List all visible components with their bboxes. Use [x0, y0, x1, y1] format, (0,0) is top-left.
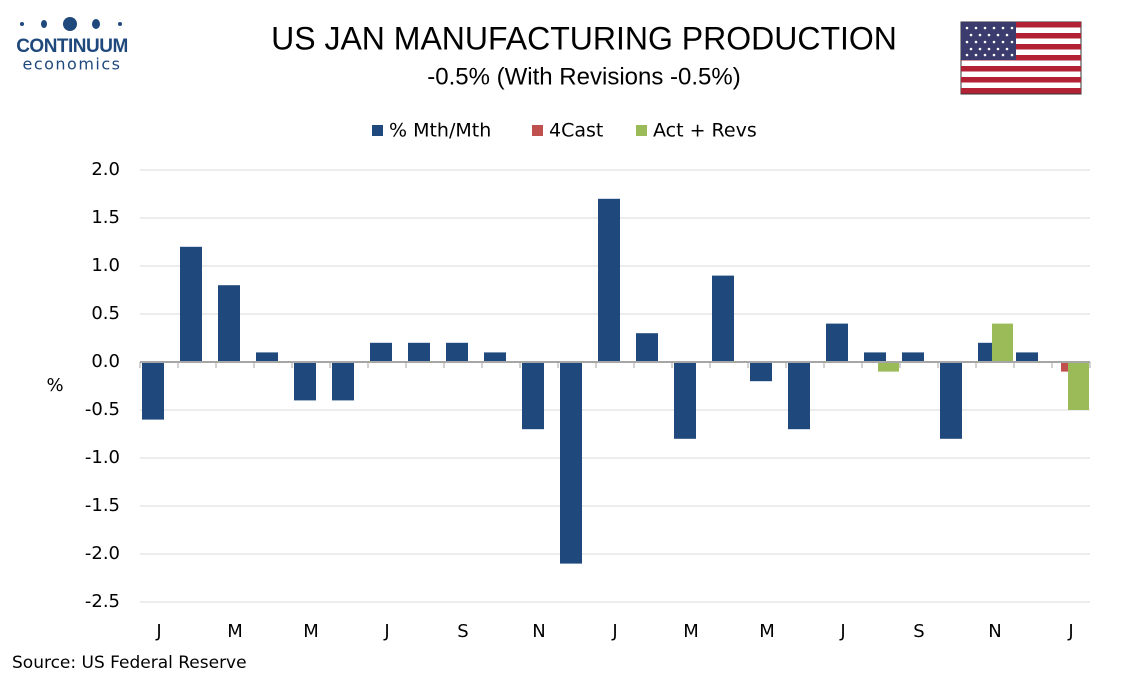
x-tick-label: J	[839, 621, 845, 642]
bar	[788, 362, 810, 430]
x-tick-label: S	[457, 621, 468, 642]
legend-label: Act + Revs	[653, 120, 757, 142]
y-tick-label: 0.5	[91, 303, 120, 324]
legend-swatch	[372, 125, 383, 136]
x-tick-label: N	[988, 621, 1001, 642]
y-tick-label: 1.5	[91, 207, 120, 228]
bar	[826, 323, 848, 362]
x-tick-label: S	[913, 621, 924, 642]
bar	[712, 275, 734, 362]
flag-canton	[961, 22, 1016, 60]
brand-name: CONTINUUM	[16, 36, 128, 57]
bar	[180, 246, 202, 362]
bar	[332, 362, 354, 401]
bar	[370, 342, 392, 362]
logo-dot	[118, 22, 122, 26]
y-tick-label: 0.0	[91, 351, 120, 372]
source: Source: US Federal Reserve	[12, 653, 247, 673]
y-tick-label: -2.5	[85, 591, 120, 612]
y-tick-label: 2.0	[91, 159, 120, 180]
bar	[992, 323, 1013, 362]
bar	[902, 352, 924, 362]
x-tick-label: J	[155, 621, 161, 642]
bar	[750, 362, 772, 382]
x-tick-label: M	[227, 621, 243, 642]
y-axis-label: %	[46, 375, 63, 396]
y-tick-label: -0.5	[85, 399, 120, 420]
y-tick-label: 1.0	[91, 255, 120, 276]
bar	[878, 362, 899, 372]
y-tick-label: -1.5	[85, 495, 120, 516]
y-tick-label: -1.0	[85, 447, 120, 468]
bar	[560, 362, 582, 564]
logo-dot	[92, 19, 100, 29]
x-tick-label: J	[1067, 621, 1073, 642]
bar	[674, 362, 696, 439]
bar	[142, 362, 164, 420]
bar	[1061, 362, 1068, 372]
bar	[256, 352, 278, 362]
bar	[218, 285, 240, 362]
legend-label: % Mth/Mth	[389, 120, 491, 142]
x-tick-label: J	[383, 621, 389, 642]
chart-title: US JAN MANUFACTURING PRODUCTION	[271, 20, 897, 56]
bar	[864, 352, 886, 362]
chart-subtitle: -0.5% (With Revisions -0.5%)	[427, 63, 740, 90]
bar	[408, 342, 430, 362]
logo-dot	[20, 22, 24, 26]
bar	[294, 362, 316, 401]
legend-swatch	[636, 125, 647, 136]
bar	[636, 333, 658, 362]
x-tick-label: N	[532, 621, 545, 642]
bar	[1068, 362, 1089, 410]
x-tick-label: J	[611, 621, 617, 642]
legend-swatch	[532, 125, 543, 136]
brand-tagline: economics	[22, 55, 121, 74]
bar	[940, 362, 962, 439]
flag	[960, 21, 1082, 95]
logo: CONTINUUM economics	[16, 17, 128, 74]
legend-label: 4Cast	[549, 120, 603, 142]
bar	[598, 198, 620, 362]
y-tick-label: -2.0	[85, 543, 120, 564]
x-tick-label: M	[683, 621, 699, 642]
bar	[522, 362, 544, 430]
logo-dot	[63, 17, 77, 31]
x-tick-label: M	[759, 621, 775, 642]
bar	[484, 352, 506, 362]
x-tick-label: M	[303, 621, 319, 642]
bar	[1016, 352, 1038, 362]
logo-dot	[41, 20, 47, 28]
bar	[446, 342, 468, 362]
